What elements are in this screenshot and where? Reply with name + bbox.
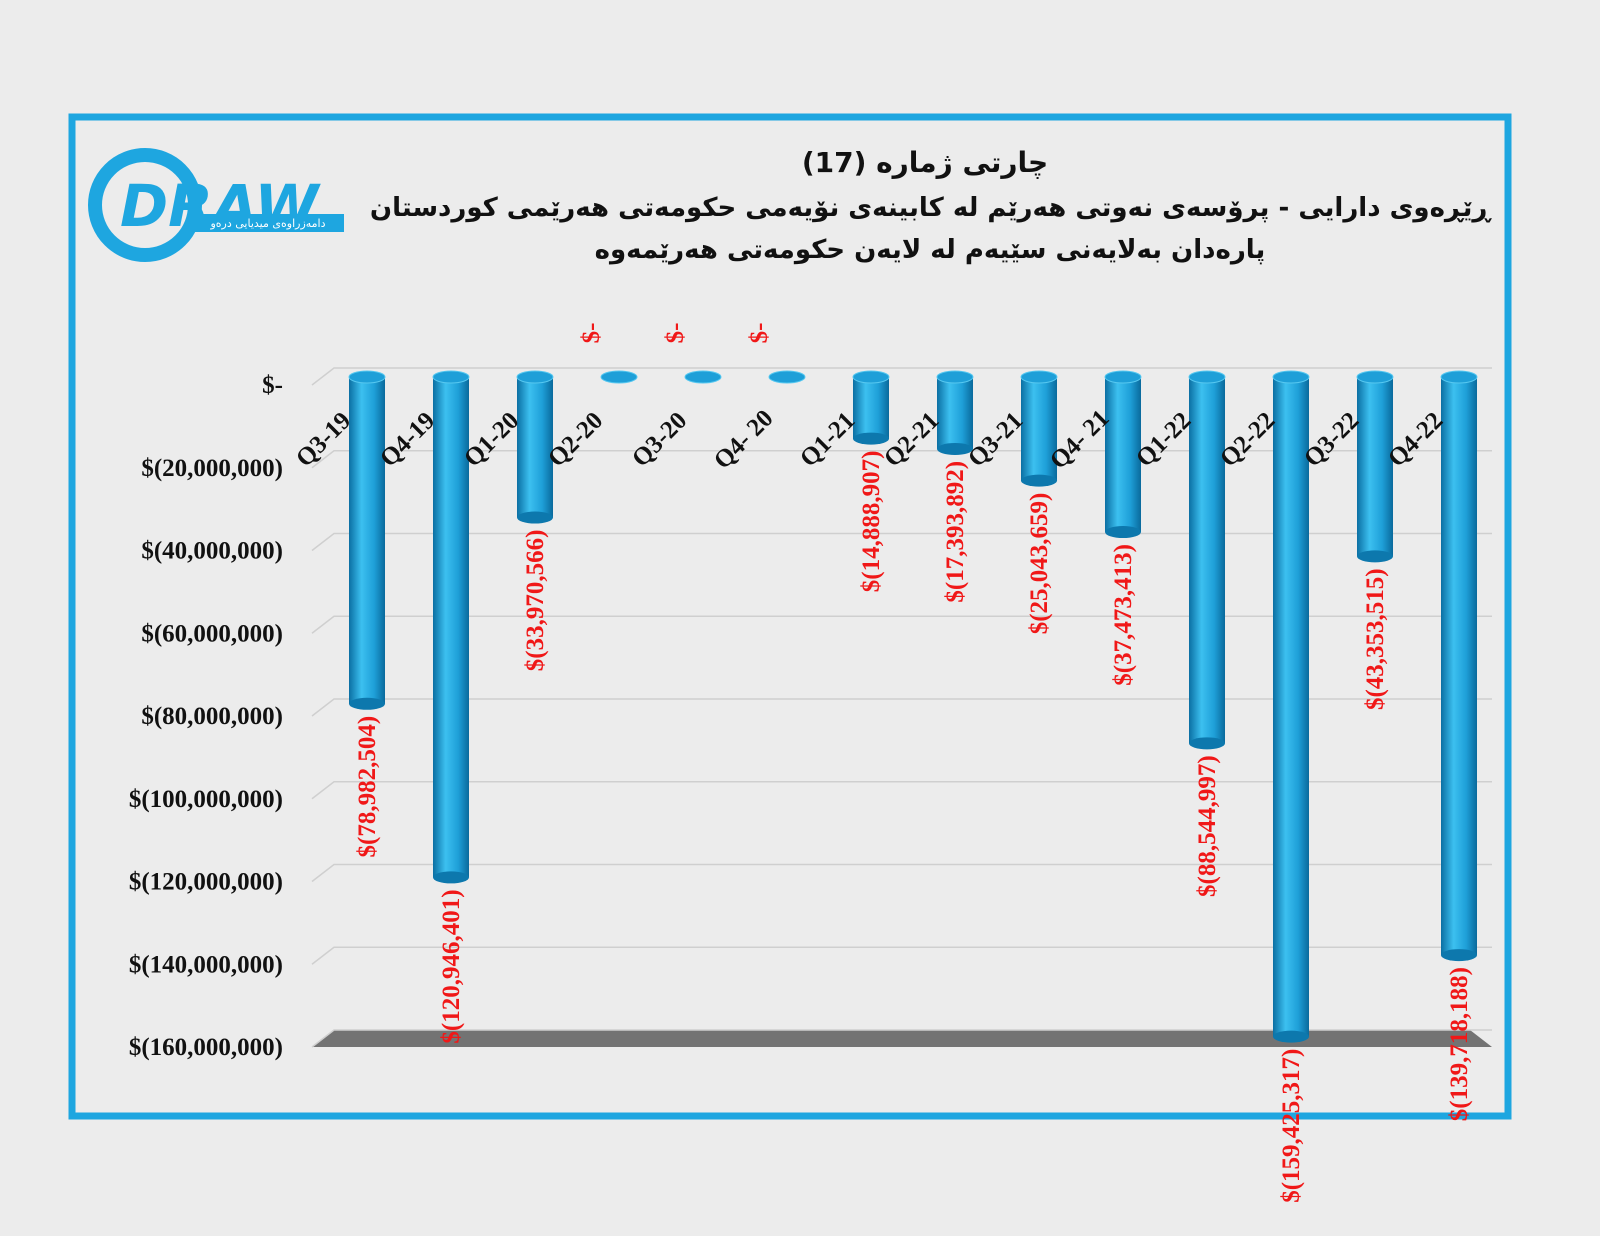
grid-line	[311, 367, 1492, 386]
bar-top	[1188, 370, 1226, 384]
bar	[853, 377, 889, 439]
bar	[433, 377, 469, 878]
bar-bottom	[433, 871, 469, 884]
bar-bottom	[1357, 550, 1393, 563]
bar-top	[1356, 370, 1394, 384]
bar-bottom	[1189, 737, 1225, 750]
value-label: $(33,970,566)	[522, 530, 549, 672]
bar-top	[1272, 370, 1310, 384]
y-tick-label: $(120,000,000)	[129, 869, 283, 896]
chart-subtitle: پارەدان بەلایەنی سێیەم لە لایەن حکومەتی …	[595, 235, 1266, 265]
value-label: $(78,982,504)	[354, 716, 381, 858]
logo-ring	[88, 148, 202, 262]
bar	[517, 377, 553, 518]
bar	[937, 377, 973, 449]
value-label: $-	[578, 323, 605, 344]
value-label: $(43,353,515)	[1362, 568, 1389, 710]
y-tick-label: $(60,000,000)	[141, 620, 283, 647]
bar-top	[1104, 370, 1142, 384]
bar	[1105, 377, 1141, 533]
chart-title: چارتی ژمارە (17)	[802, 146, 1048, 179]
bar-bottom	[349, 697, 385, 710]
y-tick-label: $(20,000,000)	[141, 455, 283, 482]
value-label: $(88,544,997)	[1194, 755, 1221, 897]
value-label: $-	[746, 323, 773, 344]
value-label: $(25,043,659)	[1026, 493, 1053, 635]
bar-top	[1440, 370, 1478, 384]
logo: DRAW دامەزراوەی میدیایی درەو	[88, 148, 344, 262]
bar-bottom	[1105, 526, 1141, 539]
value-label: $(14,888,907)	[858, 451, 885, 593]
bar-bottom	[1273, 1030, 1309, 1043]
bar-top	[348, 370, 386, 384]
logo-tagline: دامەزراوەی میدیایی درەو	[209, 217, 325, 230]
bar	[349, 377, 385, 704]
value-label: $(139,718,188)	[1446, 967, 1473, 1121]
bar-top	[432, 370, 470, 384]
floor	[312, 1030, 1492, 1047]
grid-line	[311, 1029, 1492, 1048]
bar-top	[1020, 370, 1058, 384]
grid-line	[311, 863, 1492, 883]
chart-subtitle: ڕێڕەوی دارایی - پرۆسەی نەوتی هەرێم لە کا…	[370, 193, 1493, 223]
y-tick-label: $-	[262, 372, 283, 399]
bar-top	[936, 370, 974, 384]
logo-band	[192, 214, 344, 232]
bar-bottom	[1021, 474, 1057, 487]
y-tick-label: $(140,000,000)	[129, 951, 283, 978]
bar	[1441, 377, 1477, 956]
bar	[1273, 377, 1309, 1037]
bar	[1357, 377, 1393, 557]
grid-line	[311, 781, 1492, 800]
y-tick-label: $(100,000,000)	[129, 786, 283, 813]
bar-top	[768, 370, 806, 384]
bar-top	[684, 370, 722, 384]
bar-top	[600, 370, 638, 384]
bar-bottom	[937, 442, 973, 455]
grid-line	[311, 615, 1492, 634]
bar-top	[852, 370, 890, 384]
y-tick-label: $(160,000,000)	[129, 1034, 283, 1061]
bar-bottom	[1441, 949, 1477, 962]
value-label: $(159,425,317)	[1278, 1049, 1305, 1203]
y-tick-label: $(40,000,000)	[141, 538, 283, 565]
grid-line	[311, 698, 1492, 717]
value-label: $(120,946,401)	[438, 889, 465, 1043]
bar-bottom	[853, 432, 889, 445]
y-tick-label: $(80,000,000)	[141, 703, 283, 730]
bar-bottom	[517, 511, 553, 524]
bar-top	[516, 370, 554, 384]
value-label: $(37,473,413)	[1110, 544, 1137, 686]
value-label: $-	[662, 323, 689, 344]
bar	[1189, 377, 1225, 744]
grid-line	[311, 946, 1492, 965]
value-label: $(17,393,892)	[942, 461, 969, 603]
bar	[1021, 377, 1057, 481]
